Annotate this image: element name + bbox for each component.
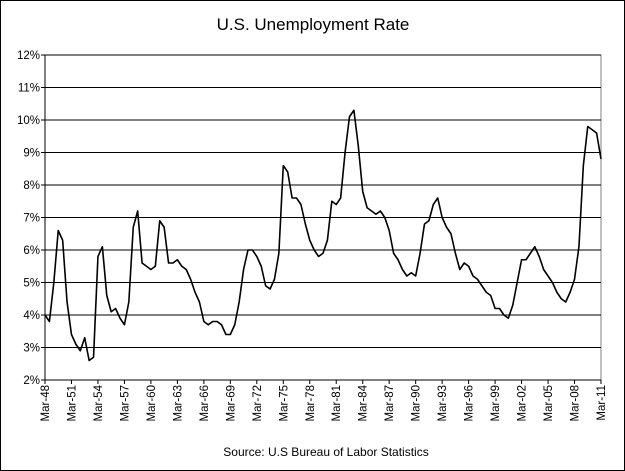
x-tick-label: Mar-63	[172, 385, 184, 421]
y-tick-label: 5%	[23, 278, 40, 290]
x-tick-label: Mar-93	[437, 385, 449, 421]
x-tick-label: Mar-96	[464, 385, 476, 421]
y-tick-label: 3%	[23, 343, 40, 355]
x-tick-label: Mar-81	[331, 385, 343, 421]
x-tick-label: Mar-54	[93, 384, 105, 421]
x-tick-label: Mar-72	[252, 385, 264, 421]
y-tick-label: 7%	[23, 213, 40, 225]
x-tick-label: Mar-11	[596, 385, 608, 421]
x-tick-label: Mar-57	[119, 385, 131, 421]
x-tick-label: Mar-90	[411, 385, 423, 421]
x-tick-label: Mar-75	[278, 385, 290, 421]
x-tick-label: Mar-08	[570, 385, 582, 421]
x-tick-label: Mar-51	[66, 385, 78, 421]
y-tick-label: 12%	[17, 50, 40, 62]
x-tick-label: Mar-84	[358, 384, 370, 421]
x-tick-label: Mar-87	[384, 385, 396, 421]
x-tick-label: Mar-05	[543, 385, 555, 421]
y-tick-label: 2%	[23, 375, 40, 387]
data-line	[44, 109, 602, 362]
source-note: Source: U.S Bureau of Labor Statistics	[223, 445, 428, 459]
y-tick-label: 6%	[23, 245, 40, 257]
y-tick-label: 8%	[23, 180, 40, 192]
x-tick-label: Mar-60	[146, 385, 158, 421]
x-tick-label: Mar-99	[490, 385, 502, 421]
x-tick-label: Mar-02	[517, 385, 529, 421]
y-tick-label: 9%	[23, 148, 40, 160]
x-tick-label: Mar-69	[225, 385, 237, 421]
y-tick-label: 11%	[18, 83, 40, 95]
x-tick-label: Mar-78	[305, 385, 317, 421]
y-tick-label: 10%	[17, 115, 40, 127]
y-tick-label: 4%	[23, 310, 40, 322]
chart-title: U.S. Unemployment Rate	[217, 15, 410, 34]
x-tick-label: Mar-48	[40, 385, 52, 421]
x-tick-label: Mar-66	[199, 385, 211, 421]
